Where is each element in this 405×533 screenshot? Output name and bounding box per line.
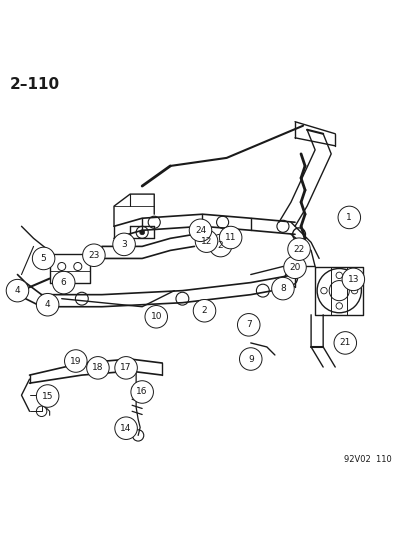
Text: 13: 13 — [347, 275, 359, 284]
Text: 1: 1 — [346, 213, 352, 222]
Circle shape — [189, 219, 212, 241]
Text: 16: 16 — [136, 387, 148, 397]
Circle shape — [334, 332, 356, 354]
Circle shape — [220, 227, 242, 249]
Circle shape — [288, 238, 310, 261]
Text: 9: 9 — [248, 354, 254, 364]
Circle shape — [239, 348, 262, 370]
Circle shape — [342, 268, 364, 290]
Circle shape — [145, 305, 168, 328]
Text: 20: 20 — [289, 263, 301, 272]
Text: 7: 7 — [246, 320, 252, 329]
Circle shape — [195, 230, 218, 253]
Circle shape — [140, 230, 145, 235]
Text: 19: 19 — [70, 357, 81, 366]
Text: 12: 12 — [201, 237, 212, 246]
Circle shape — [115, 357, 137, 379]
Circle shape — [131, 381, 153, 403]
Text: 92V02  110: 92V02 110 — [344, 455, 392, 464]
Circle shape — [6, 279, 29, 302]
Text: 23: 23 — [88, 251, 100, 260]
Text: 2: 2 — [218, 241, 224, 250]
Text: 5: 5 — [41, 254, 47, 263]
Text: 18: 18 — [92, 364, 104, 373]
Text: 15: 15 — [42, 392, 53, 400]
Text: 24: 24 — [195, 226, 206, 235]
Text: 17: 17 — [120, 364, 132, 373]
Circle shape — [115, 417, 137, 439]
Circle shape — [83, 244, 105, 266]
Text: 2: 2 — [202, 306, 207, 315]
Circle shape — [36, 385, 59, 407]
Circle shape — [272, 277, 294, 300]
Text: 6: 6 — [61, 278, 66, 287]
Text: 11: 11 — [225, 233, 237, 242]
Circle shape — [64, 350, 87, 372]
Text: 14: 14 — [120, 424, 132, 433]
Circle shape — [113, 233, 135, 256]
Circle shape — [237, 313, 260, 336]
Text: 4: 4 — [15, 286, 20, 295]
Circle shape — [338, 206, 360, 229]
Text: 22: 22 — [293, 245, 305, 254]
Circle shape — [87, 357, 109, 379]
Text: 2–110: 2–110 — [9, 77, 60, 92]
Circle shape — [36, 294, 59, 316]
Circle shape — [209, 235, 232, 257]
Circle shape — [193, 300, 216, 322]
Text: 21: 21 — [340, 338, 351, 348]
Text: 4: 4 — [45, 300, 51, 309]
Text: 10: 10 — [151, 312, 162, 321]
Circle shape — [284, 256, 306, 279]
Text: 8: 8 — [280, 284, 286, 293]
Circle shape — [53, 271, 75, 294]
Circle shape — [32, 247, 55, 270]
Text: 3: 3 — [121, 240, 127, 249]
